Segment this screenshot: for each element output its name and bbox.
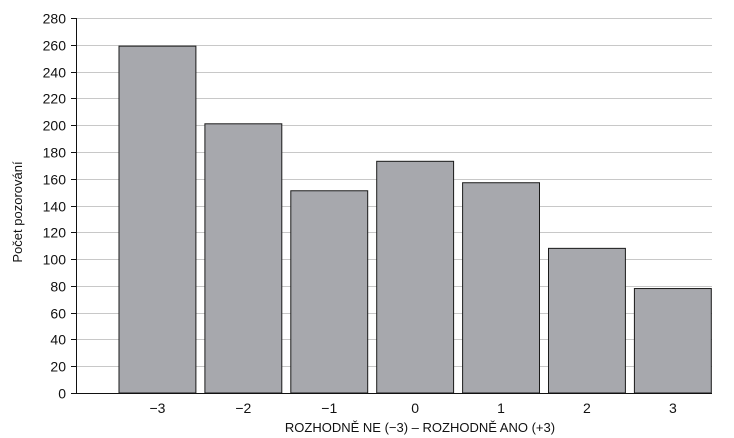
- bar: [548, 247, 626, 394]
- bar: [118, 45, 197, 394]
- y-tick-label: 280: [43, 11, 67, 27]
- x-tick-label: 3: [669, 400, 677, 416]
- y-tick-label: 240: [43, 65, 67, 81]
- bar: [376, 160, 455, 394]
- x-axis-title: ROZHODNĚ NE (−3) – ROZHODNĚ ANO (+3): [285, 420, 555, 435]
- y-axis-title: Počet pozorování: [10, 161, 25, 263]
- y-tick-label: 100: [43, 252, 67, 268]
- y-tick-label: 160: [43, 172, 67, 188]
- y-tick-label: 60: [50, 306, 66, 322]
- x-tick-label: −2: [235, 400, 251, 416]
- x-tick-labels: −3 −2 −1 0 1 2 3: [149, 400, 676, 416]
- bar: [204, 123, 283, 394]
- y-tick-label: 200: [43, 118, 67, 134]
- y-tick-label: 120: [43, 225, 67, 241]
- bar: [633, 288, 712, 394]
- y-tick-label: 40: [50, 332, 66, 348]
- y-tick-labels: 0 20 40 60 80 100 120 140 160 180 200 220 240 260 280: [43, 11, 67, 402]
- bar: [290, 190, 369, 394]
- y-tick-label: 180: [43, 145, 67, 161]
- x-tick-label: 2: [583, 400, 591, 416]
- y-tick-label: 260: [43, 38, 67, 54]
- bars: [118, 45, 712, 394]
- y-tick-label: 20: [50, 359, 66, 375]
- y-tick-label: 140: [43, 199, 67, 215]
- x-tick-label: 1: [497, 400, 505, 416]
- x-tick-label: −3: [149, 400, 165, 416]
- y-tick-label: 0: [58, 386, 66, 402]
- y-tick-label: 220: [43, 91, 67, 107]
- x-tick-label: −1: [321, 400, 337, 416]
- x-tick-label: 0: [411, 400, 419, 416]
- bar: [462, 182, 541, 394]
- axes: [71, 18, 712, 394]
- y-tick-label: 80: [50, 279, 66, 295]
